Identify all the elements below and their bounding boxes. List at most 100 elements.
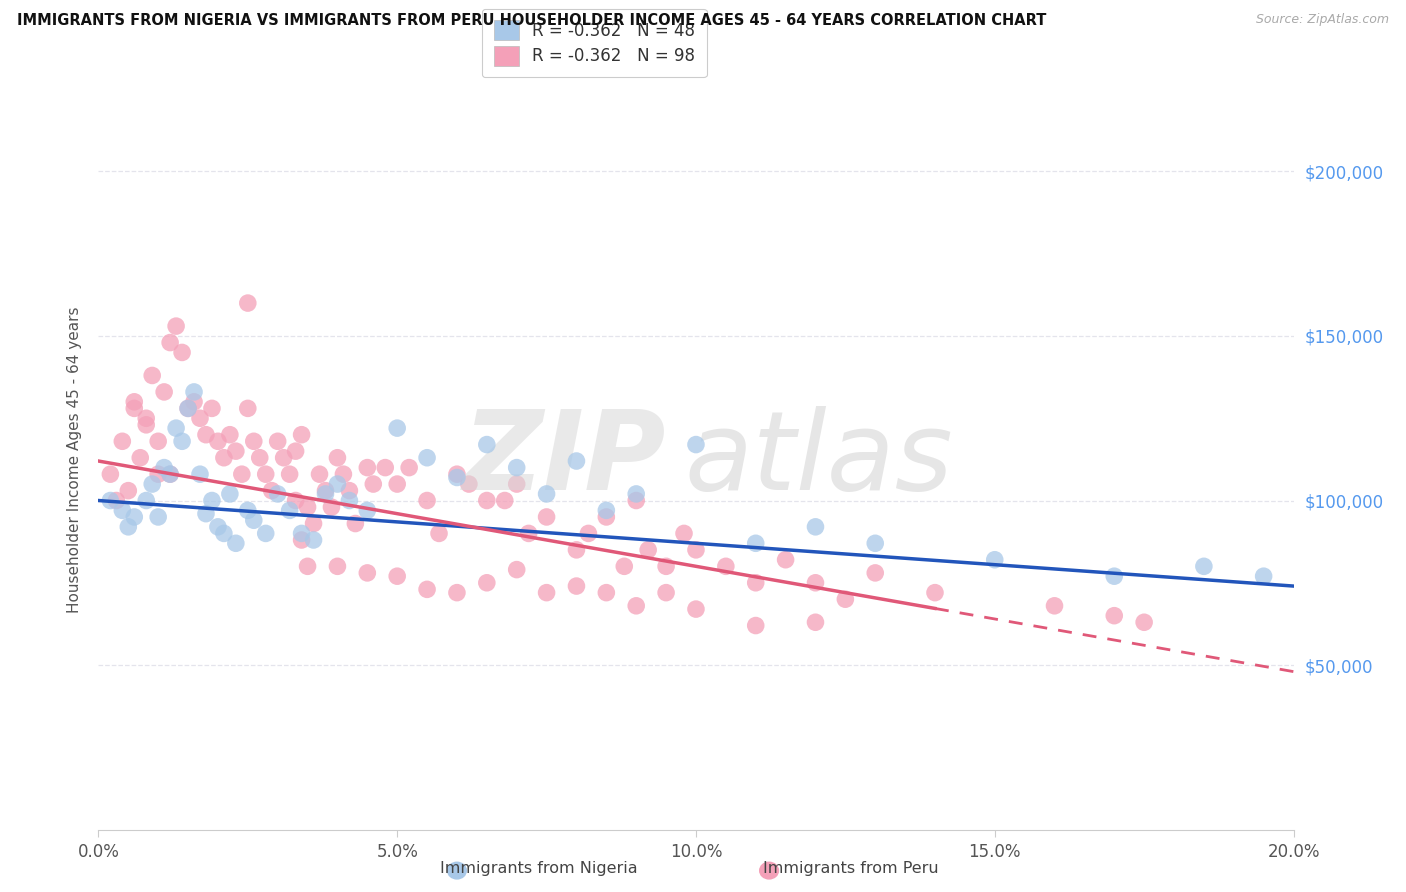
- Point: [159, 335, 181, 350]
- Point: [254, 526, 277, 541]
- Text: ZIP: ZIP: [463, 406, 666, 513]
- Point: [284, 493, 307, 508]
- Point: [578, 526, 600, 541]
- Point: [427, 526, 450, 541]
- Point: [315, 483, 337, 498]
- Point: [291, 526, 314, 541]
- Point: [446, 470, 468, 484]
- Y-axis label: Householder Income Ages 45 - 64 years: Householder Income Ages 45 - 64 years: [67, 306, 83, 613]
- Point: [446, 585, 468, 599]
- Point: [356, 566, 378, 580]
- Point: [984, 553, 1007, 567]
- Point: [172, 434, 194, 449]
- Point: [302, 516, 325, 531]
- Point: [135, 417, 157, 432]
- Point: [655, 559, 678, 574]
- Point: [626, 599, 648, 613]
- Text: IMMIGRANTS FROM NIGERIA VS IMMIGRANTS FROM PERU HOUSEHOLDER INCOME AGES 45 - 64 : IMMIGRANTS FROM NIGERIA VS IMMIGRANTS FR…: [17, 13, 1046, 29]
- Point: [344, 516, 367, 531]
- Point: [321, 500, 343, 514]
- Point: [172, 345, 194, 359]
- Point: [517, 526, 540, 541]
- Point: [297, 559, 319, 574]
- Circle shape: [759, 863, 779, 879]
- Point: [1133, 615, 1156, 630]
- Point: [1104, 569, 1126, 583]
- Point: [332, 467, 354, 482]
- Point: [565, 542, 588, 557]
- Point: [308, 467, 330, 482]
- Point: [297, 500, 319, 514]
- Point: [416, 493, 439, 508]
- Point: [225, 536, 247, 550]
- Point: [124, 510, 146, 524]
- Point: [201, 401, 224, 416]
- Point: [339, 493, 361, 508]
- Point: [326, 477, 349, 491]
- Point: [1104, 608, 1126, 623]
- Point: [506, 563, 529, 577]
- Text: Source: ZipAtlas.com: Source: ZipAtlas.com: [1256, 13, 1389, 27]
- Point: [177, 401, 200, 416]
- Point: [195, 427, 218, 442]
- Point: [188, 467, 211, 482]
- Point: [111, 434, 134, 449]
- Point: [183, 384, 205, 399]
- Point: [655, 585, 678, 599]
- Point: [291, 533, 314, 547]
- Point: [254, 467, 277, 482]
- Point: [243, 434, 266, 449]
- Point: [398, 460, 420, 475]
- Point: [673, 526, 696, 541]
- Point: [385, 421, 409, 435]
- Point: [165, 421, 187, 435]
- Point: [385, 477, 409, 491]
- Text: Immigrants from Peru: Immigrants from Peru: [763, 861, 938, 876]
- Point: [207, 434, 229, 449]
- Point: [506, 477, 529, 491]
- Point: [212, 526, 235, 541]
- Point: [124, 401, 146, 416]
- Point: [219, 487, 242, 501]
- Legend: R = -0.362   N = 48, R = -0.362   N = 98: R = -0.362 N = 48, R = -0.362 N = 98: [482, 9, 707, 78]
- Point: [135, 411, 157, 425]
- Point: [153, 460, 176, 475]
- Point: [834, 592, 856, 607]
- Point: [159, 467, 181, 482]
- Point: [745, 618, 768, 632]
- Point: [98, 467, 122, 482]
- Point: [626, 493, 648, 508]
- Point: [804, 520, 827, 534]
- Point: [565, 579, 588, 593]
- Point: [148, 434, 170, 449]
- Point: [416, 450, 439, 465]
- Point: [159, 467, 181, 482]
- Point: [865, 536, 887, 550]
- Point: [475, 493, 498, 508]
- Point: [536, 487, 558, 501]
- Point: [236, 296, 259, 310]
- Point: [416, 582, 439, 597]
- Point: [536, 585, 558, 599]
- Point: [291, 427, 314, 442]
- Point: [865, 566, 887, 580]
- Point: [124, 394, 146, 409]
- Point: [595, 585, 617, 599]
- Point: [236, 503, 259, 517]
- Point: [278, 503, 301, 517]
- Point: [267, 434, 290, 449]
- Point: [1043, 599, 1066, 613]
- Point: [148, 510, 170, 524]
- Point: [506, 460, 529, 475]
- Point: [385, 569, 409, 583]
- Point: [105, 493, 128, 508]
- Point: [745, 575, 768, 590]
- Point: [231, 467, 253, 482]
- Point: [243, 513, 266, 527]
- Point: [536, 510, 558, 524]
- Point: [1192, 559, 1215, 574]
- Circle shape: [447, 863, 467, 879]
- Point: [356, 503, 378, 517]
- Point: [458, 477, 481, 491]
- Point: [273, 450, 295, 465]
